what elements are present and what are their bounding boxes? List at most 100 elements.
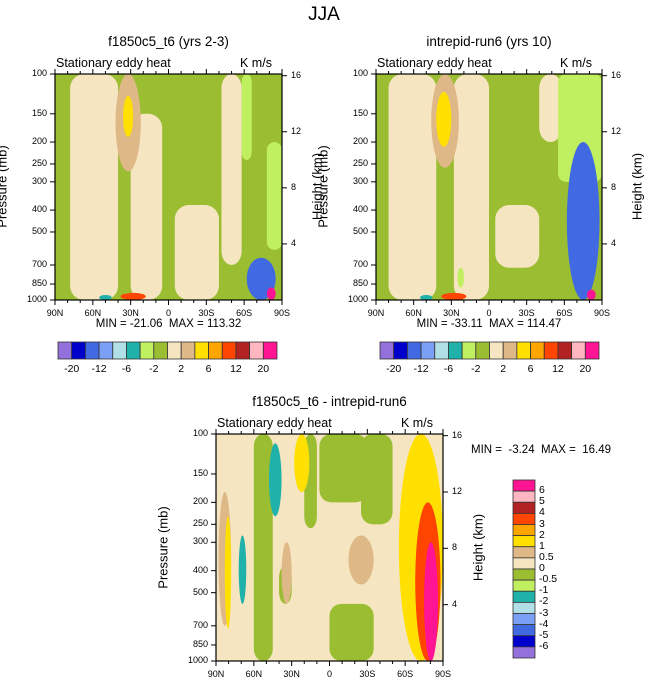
y-tick-label: 850 [31, 278, 47, 289]
right-tick-label: 16 [452, 429, 463, 440]
contour-band-weak-negative [457, 267, 464, 288]
x-tick-label: 60N [84, 308, 102, 318]
colorbar-box [71, 341, 86, 360]
colorbar-label: -6 [539, 639, 549, 652]
right-tick-label: 12 [452, 485, 463, 496]
contour-feature [441, 292, 467, 300]
y-tick-label: 500 [192, 586, 208, 597]
colorbar-label: 6 [539, 484, 545, 497]
contour-feature [120, 292, 146, 300]
colorbar-box [571, 341, 586, 360]
y-tick-label: 500 [352, 225, 368, 236]
colorbar-box [502, 341, 518, 360]
colorbar [57, 341, 278, 360]
colorbar-label: -2 [539, 595, 549, 608]
colorbar-box [221, 341, 237, 360]
right-string: K m/s [560, 56, 592, 70]
colorbar-label: -0.5 [539, 573, 558, 586]
x-tick-label: 60S [556, 308, 573, 318]
colorbar-label: 1 [539, 539, 545, 552]
colorbar-box [153, 341, 168, 360]
x-tick-label: 30N [443, 308, 460, 318]
right-tick-label: 16 [291, 69, 302, 80]
y-tick-label: 200 [192, 496, 208, 507]
colorbar-box [139, 341, 155, 360]
y-tick-label: 150 [31, 107, 47, 118]
contour-band-positive [348, 535, 374, 585]
contour-band-weak-negative [361, 434, 393, 525]
y-tick-label: 250 [352, 157, 368, 168]
right-tick-label: 16 [611, 69, 622, 80]
colorbar-box [208, 341, 223, 360]
y-tick-label: 250 [31, 157, 47, 168]
colorbar-box [262, 341, 278, 360]
contour-band-weak-positive [221, 74, 242, 265]
contour-band-weak-positive [453, 74, 489, 300]
y-tick-label: 200 [352, 136, 368, 147]
contour-band-weak-negative [266, 142, 282, 250]
contour-band-weak-negative [241, 74, 252, 160]
y-tick-label: 200 [31, 136, 47, 147]
contour-feature [436, 91, 452, 147]
min-max-label: MIN = -3.24 MAX = 16.49 [471, 444, 611, 456]
panel-title: intrepid-run6 (yrs 10) [426, 34, 552, 49]
panel-3 [211, 429, 448, 666]
y-tick-label: 700 [352, 258, 368, 269]
panel-1 [50, 69, 287, 305]
colorbar-box [84, 341, 100, 360]
right-tick-label: 4 [611, 237, 617, 248]
contour-feature [294, 434, 310, 492]
colorbar [379, 341, 600, 360]
colorbar-label: 2 [500, 363, 507, 375]
y-tick-label: 250 [192, 518, 208, 529]
y-tick-label: 400 [192, 564, 208, 575]
contour-band-weak-positive [130, 113, 163, 300]
contour-band-weak-positive [70, 74, 119, 300]
x-tick-label: 0 [486, 308, 492, 318]
colorbar-box [406, 341, 422, 360]
min-max-label: MIN = -21.06 MAX = 113.32 [95, 318, 242, 330]
left-string: Stationary eddy heat [56, 56, 171, 70]
y-tick-label: 400 [31, 204, 47, 215]
y-tick-label: 700 [192, 619, 208, 630]
contour-field [376, 74, 602, 300]
colorbar-box [512, 590, 536, 603]
colorbar-box [512, 601, 536, 614]
colorbar-label: 4 [539, 506, 545, 519]
colorbar-box [393, 341, 408, 360]
colorbar-box [57, 341, 73, 360]
y-tick-label: 300 [31, 175, 47, 186]
x-tick-label: 90N [207, 669, 225, 679]
colorbar-box [512, 501, 536, 514]
contour-feature [419, 294, 433, 300]
x-tick-label: 30N [283, 669, 300, 679]
colorbar-box [512, 535, 536, 548]
x-tick-label: 90S [434, 669, 451, 679]
colorbar-box [249, 341, 264, 360]
colorbar-label: -6 [443, 363, 454, 375]
colorbar-label: -2 [471, 363, 481, 375]
right-tick-label: 12 [291, 125, 302, 136]
contour-feature [238, 535, 247, 604]
colorbar-label: 6 [205, 363, 212, 375]
x-tick-label: 60N [405, 308, 422, 318]
colorbar-label: 12 [552, 363, 564, 375]
contour-feature [268, 443, 282, 517]
colorbar-box [512, 579, 536, 592]
panel-title: f1850c5_t6 - intrepid-run6 [252, 394, 407, 409]
colorbar-box [180, 341, 196, 360]
right-tick-label: 8 [291, 181, 297, 192]
colorbar-box [448, 341, 463, 360]
y-tick-label: 1000 [187, 655, 208, 665]
x-tick-label: 0 [165, 308, 171, 318]
colorbar-box [489, 341, 504, 360]
colorbar-box [434, 341, 449, 360]
y-axis-label: Pressure (mb) [155, 505, 171, 589]
colorbar-label: -12 [413, 363, 429, 375]
contour-band-weak-negative [329, 603, 374, 661]
x-tick-label: 60N [245, 669, 263, 679]
colorbar-box [516, 341, 531, 360]
colorbar-label: -20 [64, 363, 80, 375]
right-axis-label: Height (km) [629, 152, 645, 221]
y-tick-label: 100 [352, 68, 368, 78]
